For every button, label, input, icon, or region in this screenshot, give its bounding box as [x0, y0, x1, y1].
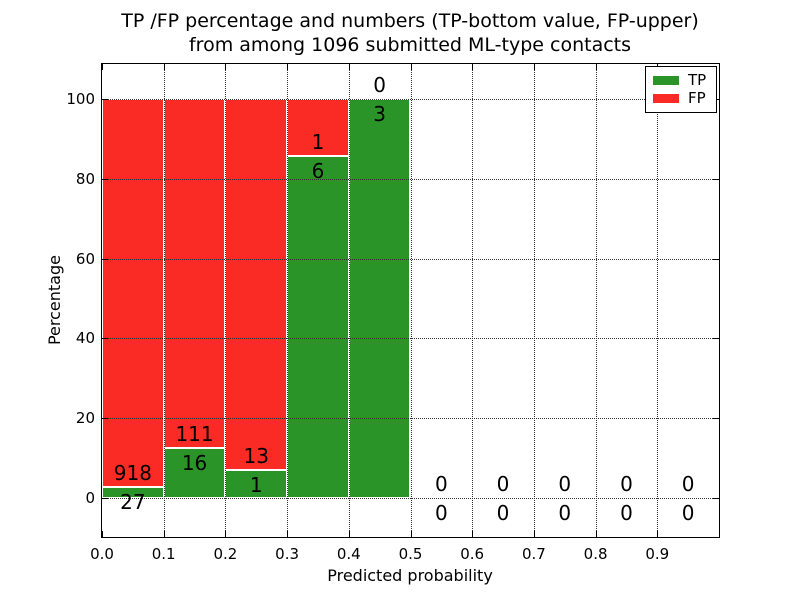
bar-count-tp-2: 1 [249, 472, 263, 497]
plot-area: 918 27 111 16 13 1 1 6 0 3 0 0 0 0 0 0 0 0 0 0 [101, 63, 720, 538]
xtick-bottom-0.6 [472, 531, 474, 537]
x-tick-label-0.2: 0.2 [213, 545, 238, 563]
xtick-bottom-0.0 [102, 531, 103, 537]
xtick-bottom-0.9 [657, 531, 659, 537]
bar-count-fp-7: 0 [558, 472, 572, 496]
ytick-left-60 [102, 258, 108, 260]
bar-tp-2 [225, 469, 288, 498]
bars-layer [102, 64, 719, 537]
bar-tp-0 [102, 486, 164, 498]
ytick-left-80 [102, 178, 108, 180]
x-tick-label-0.4: 0.4 [336, 545, 361, 563]
x-tick-label-0.3: 0.3 [275, 545, 300, 563]
ytick-left-20 [102, 418, 108, 420]
bar-count-fp-6: 0 [496, 472, 510, 496]
x-axis-label: Predicted probability [327, 566, 493, 585]
fp-swatch-icon [653, 94, 679, 104]
xtick-top-0.7 [533, 64, 535, 70]
y-tick-label-40: 40 [75, 329, 95, 348]
xtick-bottom-0.4 [348, 531, 350, 537]
bar-count-fp-3: 1 [311, 130, 325, 155]
ytick-left-0 [102, 498, 108, 499]
ytick-right-60 [713, 258, 719, 260]
bar-count-fp-1: 111 [175, 421, 214, 446]
x-tick-label-0.1: 0.1 [151, 545, 176, 563]
xtick-bottom-0.2 [225, 531, 227, 537]
xtick-top-0.4 [348, 64, 350, 70]
ytick-left-100 [102, 99, 108, 100]
bar-labels-layer: 918 27 111 16 13 1 1 6 0 3 0 0 0 0 0 0 0 0 0 0 [102, 64, 719, 537]
bar-count-fp-2: 13 [243, 443, 269, 468]
gridline-x-0.4 [348, 64, 350, 537]
xtick-bottom-0.5 [410, 531, 412, 537]
xtick-top-0.3 [287, 64, 289, 70]
ytick-right-20 [713, 418, 719, 420]
gridline-x-0.8 [595, 64, 597, 537]
xtick-bottom-0.7 [533, 531, 535, 537]
bar-count-tp-6: 0 [496, 501, 510, 525]
x-tick-label-0.8: 0.8 [583, 545, 608, 563]
y-tick-label-0: 0 [85, 489, 95, 507]
bar-tp-3 [287, 156, 349, 498]
xtick-top-0.5 [410, 64, 412, 70]
x-tick-label-0.6: 0.6 [460, 545, 485, 563]
gridline-x-0.1 [163, 64, 165, 537]
y-tick-label-100: 100 [66, 90, 95, 108]
y-tick-label-20: 20 [75, 409, 95, 428]
y-tick-label-80: 80 [75, 169, 95, 188]
bar-count-fp-4: 0 [373, 73, 386, 97]
chart-title-line2: from among 1096 submitted ML-type contac… [188, 34, 632, 56]
y-axis-label: Percentage [45, 255, 64, 346]
ytick-left-40 [102, 338, 108, 340]
bar-count-tp-8: 0 [620, 501, 633, 525]
gridline-x-0.9 [657, 64, 659, 537]
xtick-top-0.1 [163, 64, 165, 70]
bar-count-fp-5: 0 [434, 472, 448, 496]
bar-count-tp-9: 0 [681, 501, 695, 525]
bar-count-tp-1: 16 [181, 450, 208, 475]
x-tick-label-0.7: 0.7 [521, 545, 546, 563]
ytick-right-40 [713, 338, 719, 340]
bar-count-fp-9: 0 [681, 472, 695, 496]
bar-count-fp-8: 0 [620, 472, 633, 496]
bar-tp-4 [348, 99, 411, 498]
xtick-top-0.2 [225, 64, 227, 70]
legend-label-tp: TP [688, 70, 707, 89]
legend: TP FP [645, 66, 717, 113]
gridline-x-0.2 [225, 64, 227, 537]
chart-title: TP /FP percentage and numbers (TP-bottom… [60, 9, 760, 57]
chart-title-line1: TP /FP percentage and numbers (TP-bottom… [121, 10, 699, 32]
bar-fp-1 [163, 99, 226, 448]
bar-count-tp-4: 3 [373, 102, 386, 126]
xtick-top-0.0 [102, 64, 103, 70]
xtick-top-0.6 [472, 64, 474, 70]
legend-item-tp: TP [653, 71, 709, 89]
bar-count-tp-5: 0 [434, 501, 448, 525]
xtick-bottom-0.8 [595, 531, 597, 537]
gridline-x-0.5 [410, 64, 412, 537]
xtick-top-0.8 [595, 64, 597, 70]
x-tick-label-0.9: 0.9 [645, 545, 670, 563]
bar-fp-0 [102, 99, 164, 487]
bar-count-tp-7: 0 [558, 501, 572, 525]
x-tick-label-0.0: 0.0 [90, 545, 114, 563]
legend-item-fp: FP [653, 90, 709, 108]
legend-label-fp: FP [688, 89, 706, 108]
gridline-x-0.7 [533, 64, 535, 537]
bar-count-fp-0: 918 [113, 460, 152, 485]
x-tick-label-0.5: 0.5 [398, 545, 423, 563]
xtick-bottom-0.3 [287, 531, 289, 537]
grid-layer [102, 64, 719, 537]
xtick-bottom-0.1 [163, 531, 165, 537]
gridline-x-0.6 [472, 64, 474, 537]
y-tick-label-60: 60 [75, 249, 95, 268]
gridline-x-0.3 [287, 64, 289, 537]
bar-count-tp-3: 6 [311, 159, 325, 184]
ytick-right-0 [713, 498, 719, 499]
ytick-right-80 [713, 178, 719, 180]
tp-swatch-icon [653, 75, 679, 85]
bar-fp-3 [287, 99, 349, 157]
bar-count-tp-0: 27 [120, 489, 146, 514]
